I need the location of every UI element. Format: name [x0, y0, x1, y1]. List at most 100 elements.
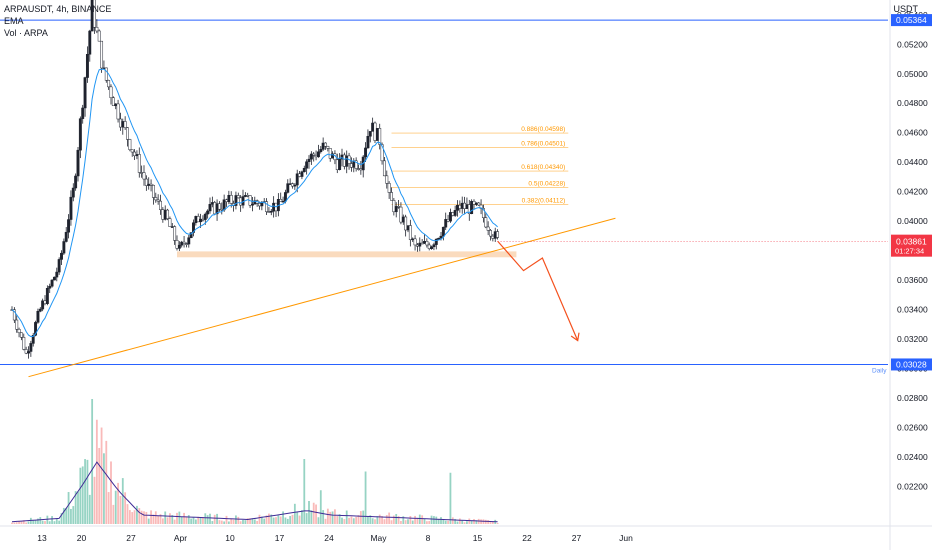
volume-indicator-label[interactable]: Vol · ARPA — [4, 28, 48, 38]
candle-body — [420, 242, 424, 245]
volume-bar — [338, 514, 341, 524]
candle-body — [382, 160, 386, 177]
candle-body — [406, 225, 410, 231]
candle-body — [126, 127, 129, 140]
candle-body — [385, 175, 389, 184]
candle-body — [434, 238, 438, 245]
volume-bar — [218, 520, 221, 524]
candle-body — [93, 0, 96, 28]
candle-body — [380, 144, 384, 162]
volume-bar — [65, 507, 68, 524]
volume-bar — [105, 440, 108, 524]
volume-bar — [275, 517, 277, 524]
volume-bar — [362, 510, 365, 524]
volume-bar — [103, 453, 105, 524]
volume-bar — [421, 515, 424, 524]
volume-bar — [216, 513, 218, 524]
candle-body — [314, 155, 318, 158]
candle-body — [12, 309, 16, 321]
volume-bar — [331, 511, 334, 524]
volume-bar — [282, 511, 284, 524]
volume-bar — [343, 519, 346, 524]
volume-bar — [487, 520, 490, 524]
volume-bar — [293, 503, 296, 524]
volume-bar — [242, 519, 244, 524]
candle-body — [159, 200, 162, 210]
fib-level-label: 0.618(0.04340) — [521, 164, 565, 171]
candle-body — [392, 200, 396, 213]
volume-bar — [72, 506, 75, 524]
volume-bar — [199, 517, 202, 524]
support-zone — [177, 251, 517, 258]
candle-body — [321, 142, 325, 150]
candle-body — [496, 231, 500, 238]
price-tick-label: 0.04800 — [897, 98, 928, 108]
candle-body — [210, 202, 214, 205]
candle-body — [24, 349, 28, 354]
candle-body — [432, 244, 436, 248]
volume-bar — [223, 521, 226, 524]
volume-bar — [286, 518, 289, 524]
candle-body — [74, 175, 78, 189]
candle-body — [324, 142, 327, 147]
volume-bar — [409, 515, 412, 524]
volume-bar — [383, 519, 386, 524]
volume-bar — [51, 516, 53, 524]
candle-body — [175, 240, 179, 249]
volume-bar — [44, 521, 46, 524]
volume-bar — [178, 511, 181, 524]
ema-indicator-label[interactable]: EMA — [4, 16, 24, 26]
candle-body — [326, 146, 330, 149]
candle-body — [423, 241, 426, 244]
candle-body — [182, 241, 186, 244]
volume-bar — [322, 510, 325, 524]
candle-body — [170, 226, 174, 228]
time-tick-label: 27 — [126, 533, 136, 543]
candle-body — [305, 161, 309, 169]
fib-level-label: 0.382(0.04112) — [522, 198, 566, 205]
candle-body — [177, 244, 181, 249]
candle-body — [173, 226, 177, 241]
volume-bar — [187, 515, 190, 524]
volume-bar — [305, 513, 308, 524]
candle-body — [48, 285, 52, 289]
currency-label: USDT — [893, 4, 919, 14]
volume-bar — [440, 517, 442, 524]
candle-body — [288, 183, 292, 185]
candle-body — [184, 243, 188, 245]
candle-body — [208, 204, 212, 212]
volume-bar — [147, 518, 150, 524]
candle-body — [448, 212, 452, 222]
volume-bar — [246, 518, 249, 524]
candle-body — [368, 131, 372, 137]
candle-body — [217, 203, 221, 210]
candle-body — [104, 67, 108, 81]
candle-body — [415, 244, 419, 247]
volume-bar — [395, 513, 398, 524]
volume-bar — [414, 515, 416, 524]
candle-body — [345, 155, 349, 167]
volume-bar — [378, 514, 381, 524]
candle-body — [477, 202, 481, 206]
volume-bar — [418, 514, 421, 524]
volume-bar — [348, 517, 350, 524]
volume-bar — [312, 502, 315, 524]
volume-bar — [180, 516, 183, 524]
volume-bar — [374, 519, 376, 524]
candle-body — [206, 210, 210, 215]
time-tick-label: 24 — [324, 533, 334, 543]
candle-body — [116, 103, 120, 120]
volume-bar — [484, 519, 487, 524]
time-tick-label: 13 — [37, 533, 47, 543]
candle-body — [493, 231, 497, 239]
candle-body — [133, 151, 137, 157]
volume-bar — [461, 520, 464, 524]
volume-bar — [164, 511, 167, 524]
volume-bar — [352, 518, 355, 524]
candle-body — [484, 217, 488, 228]
candle-body — [272, 202, 276, 212]
candle-body — [260, 202, 264, 207]
volume-bar — [232, 519, 235, 524]
